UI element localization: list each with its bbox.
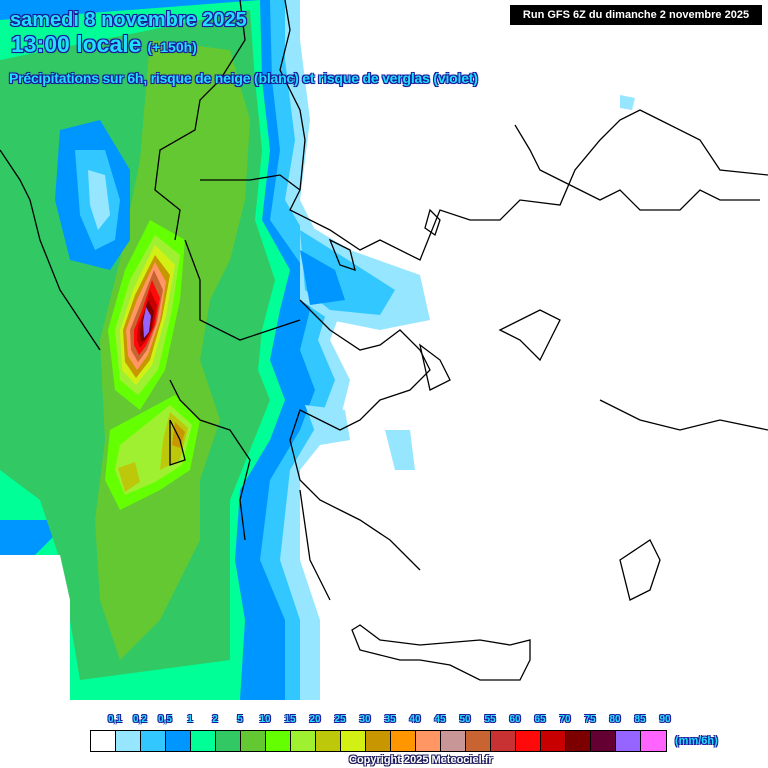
legend-ticks: 0,1 0,2 0,5 1 2 5 10 15 20 25 30 35 40 45 50 55 60 65 70 75… <box>90 712 730 730</box>
legend-tick-label: 55 <box>484 714 496 725</box>
legend-swatch <box>591 731 616 751</box>
legend-tick-label: 50 <box>459 714 471 725</box>
legend-tick-label: 70 <box>559 714 571 725</box>
legend-tick-label: 45 <box>434 714 446 725</box>
legend-swatch <box>116 731 141 751</box>
legend-tick-label: 5 <box>237 714 243 725</box>
legend-tick-label: 1 <box>187 714 193 725</box>
legend-tick-label: 85 <box>634 714 646 725</box>
local-time: 13:00 locale <box>11 31 142 57</box>
legend-swatch <box>541 731 566 751</box>
forecast-time: 13:00 locale (+150h) <box>11 31 197 58</box>
legend-tick-label: 0,1 <box>108 714 122 725</box>
legend-tick-label: 20 <box>309 714 321 725</box>
legend-tick-label: 15 <box>284 714 296 725</box>
coastlines <box>0 0 768 681</box>
legend-tick-label: 35 <box>384 714 396 725</box>
map-subtitle: Précipitations sur 6h, risque de neige (… <box>9 70 478 86</box>
legend-swatch <box>216 731 241 751</box>
legend-tick-label: 60 <box>509 714 521 725</box>
legend-color-bar <box>90 730 667 752</box>
precip-field <box>0 0 635 700</box>
copyright-notice: Copyright 2025 Meteociel.fr <box>349 754 493 766</box>
legend-swatch <box>266 731 291 751</box>
legend-swatch <box>616 731 641 751</box>
legend-tick-label: 25 <box>334 714 346 725</box>
legend-tick-label: 30 <box>359 714 371 725</box>
legend-tick-label: 2 <box>212 714 218 725</box>
legend-tick-label: 10 <box>259 714 271 725</box>
legend-swatch <box>466 731 491 751</box>
legend-tick-label: 90 <box>659 714 671 725</box>
legend-tick-label: 65 <box>534 714 546 725</box>
lead-time: (+150h) <box>147 39 197 55</box>
legend-swatch <box>341 731 366 751</box>
legend-tick-label: 75 <box>584 714 596 725</box>
legend-swatch <box>241 731 266 751</box>
legend-swatch <box>566 731 591 751</box>
legend-swatch <box>441 731 466 751</box>
forecast-date: samedi 8 novembre 2025 <box>10 9 247 31</box>
legend-swatch <box>191 731 216 751</box>
run-info-badge: Run GFS 6Z du dimanche 2 novembre 2025 <box>510 5 762 25</box>
legend-swatch <box>491 731 516 751</box>
legend-swatch <box>166 731 191 751</box>
legend-tick-label: 40 <box>409 714 421 725</box>
legend-tick-label: 0,5 <box>158 714 172 725</box>
legend-swatch <box>416 731 441 751</box>
legend-unit: (mm/6h) <box>675 735 718 747</box>
legend-swatch <box>391 731 416 751</box>
legend-swatch <box>141 731 166 751</box>
legend-swatch <box>291 731 316 751</box>
legend-swatch <box>316 731 341 751</box>
legend-tick-label: 80 <box>609 714 621 725</box>
legend-swatch <box>91 731 116 751</box>
legend-swatch <box>641 731 666 751</box>
precip-legend: 0,1 0,2 0,5 1 2 5 10 15 20 25 30 35 40 45 50 55 60 65 70 75… <box>90 712 730 768</box>
legend-swatch <box>366 731 391 751</box>
legend-tick-label: 0,2 <box>133 714 147 725</box>
legend-swatch <box>516 731 541 751</box>
